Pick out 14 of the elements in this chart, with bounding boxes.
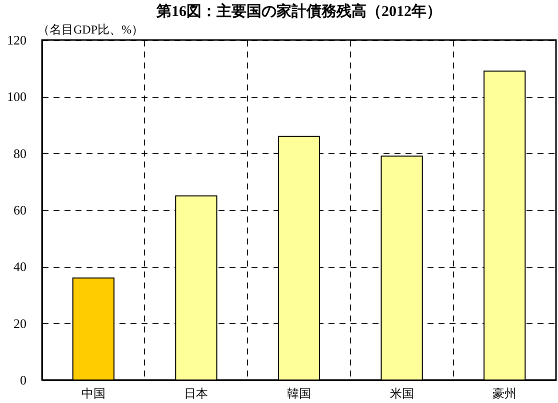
y-axis-title: （名目GDP比、%） <box>38 22 144 36</box>
y-tick-label: 60 <box>14 202 26 218</box>
x-tick-label: 中国 <box>81 386 106 400</box>
x-tick-label: 韓国 <box>287 386 311 400</box>
y-tick-label: 120 <box>7 32 26 48</box>
chart-title: 第16図：主要国の家計債務残高（2012年） <box>156 2 442 20</box>
y-tick-label: 80 <box>14 146 26 161</box>
y-tick-label: 0 <box>20 372 26 388</box>
y-tick-label: 40 <box>14 259 26 274</box>
y-tick-label: 100 <box>7 89 26 104</box>
y-tick-label: 20 <box>14 316 26 331</box>
x-tick-label: 米国 <box>390 386 414 400</box>
x-tick-label: 日本 <box>184 386 208 400</box>
x-tick-label: 豪州 <box>492 386 517 400</box>
